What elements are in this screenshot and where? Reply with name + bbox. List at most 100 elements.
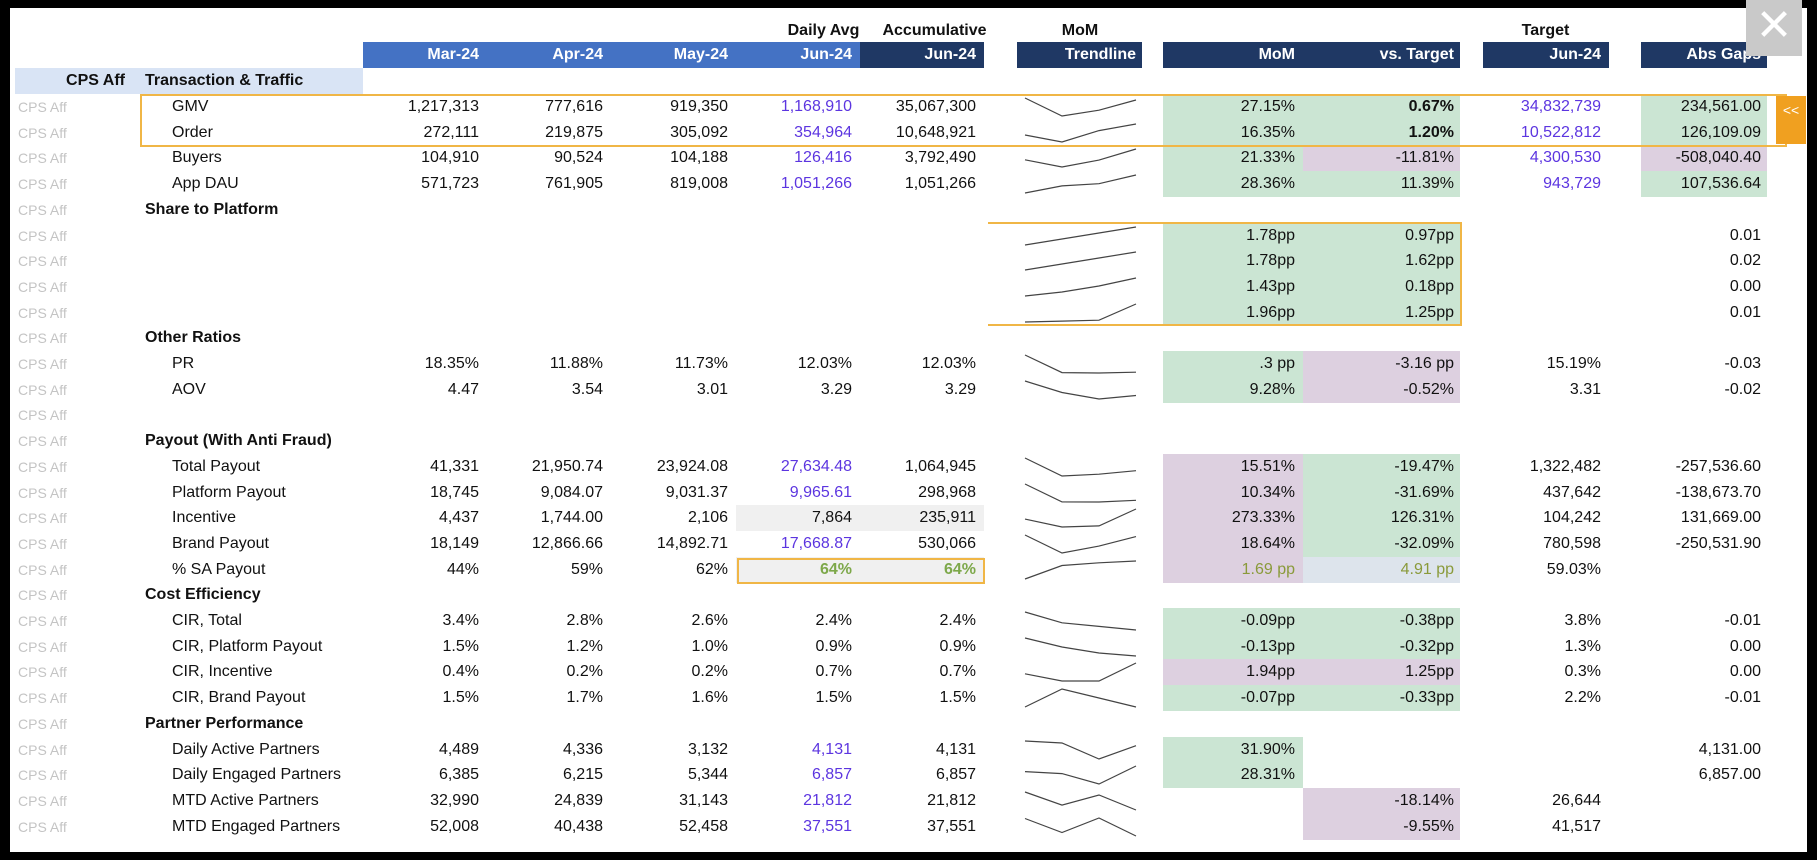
cell-order-mom[interactable]: 16.35% [1163, 120, 1303, 146]
cell-mep-col1[interactable]: 40,438 [554, 818, 603, 835]
cell-incentive-mom[interactable]: 273.33% [1163, 505, 1303, 531]
cell-incentive-col2[interactable]: 2,106 [687, 509, 728, 526]
cell-gmv-col4[interactable]: 35,067,300 [895, 98, 976, 115]
cell-brand_payout-col4[interactable]: 530,066 [918, 535, 976, 552]
cell-cir_total-col4[interactable]: 2.4% [939, 612, 976, 629]
cell-mep-col4[interactable]: 37,551 [927, 818, 976, 835]
cell-cir_incentive-col0[interactable]: 0.4% [442, 663, 479, 680]
cell-sa_payout-col0[interactable]: 44% [446, 561, 479, 578]
cell-cir_brand-target[interactable]: 2.2% [1564, 689, 1601, 706]
cell-s3-abs-gap[interactable]: 0.00 [1729, 278, 1761, 295]
cell-cir_brand-col1[interactable]: 1.7% [566, 689, 603, 706]
cell-order-col4[interactable]: 10,648,921 [895, 124, 976, 141]
cell-s3-vs-target[interactable]: 0.18pp [1303, 274, 1460, 300]
cell-pr-mom[interactable]: .3 pp [1163, 351, 1303, 377]
cell-pr-col4[interactable]: 12.03% [921, 355, 976, 372]
cell-mep-col2[interactable]: 52,458 [679, 818, 728, 835]
cell-map-target[interactable]: 26,644 [1552, 792, 1601, 809]
cell-s4-mom[interactable]: 1.96pp [1163, 300, 1303, 326]
cell-gmv-target[interactable]: 34,832,739 [1520, 98, 1601, 115]
cell-buyers-vs-target[interactable]: -11.81% [1303, 145, 1460, 171]
cell-sa_payout-col4[interactable]: 64% [860, 557, 984, 583]
cell-sa_payout-col2[interactable]: 62% [695, 561, 728, 578]
cell-cir_incentive-abs-gap[interactable]: 0.00 [1729, 663, 1761, 680]
cell-total_payout-col1[interactable]: 21,950.74 [531, 458, 603, 475]
cell-cir_brand-col0[interactable]: 1.5% [442, 689, 479, 706]
cell-dap-col1[interactable]: 4,336 [562, 741, 603, 758]
cell-incentive-col3[interactable]: 7,864 [736, 505, 860, 531]
cell-cir_brand-col4[interactable]: 1.5% [939, 689, 976, 706]
cell-platform_payout-mom[interactable]: 10.34% [1163, 480, 1303, 506]
cell-total_payout-target[interactable]: 1,322,482 [1529, 458, 1601, 475]
cell-total_payout-abs-gap[interactable]: -257,536.60 [1675, 458, 1761, 475]
cell-aov-target[interactable]: 3.31 [1569, 381, 1601, 398]
cell-total_payout-vs-target[interactable]: -19.47% [1303, 454, 1460, 480]
cell-cir_platform-col1[interactable]: 1.2% [566, 638, 603, 655]
cell-s2-vs-target[interactable]: 1.62pp [1303, 248, 1460, 274]
cell-cir_total-col2[interactable]: 2.6% [691, 612, 728, 629]
expand-marker[interactable]: << [1776, 96, 1806, 144]
cell-incentive-col4[interactable]: 235,911 [860, 505, 984, 531]
cell-dau-col3[interactable]: 1,051,266 [780, 175, 852, 192]
cell-aov-col4[interactable]: 3.29 [944, 381, 976, 398]
header-trendline[interactable]: Trendline [1017, 42, 1142, 68]
cell-incentive-target[interactable]: 104,242 [1543, 509, 1601, 526]
cell-map-vs-target[interactable]: -18.14% [1303, 788, 1460, 814]
cell-cir_brand-mom[interactable]: -0.07pp [1163, 685, 1303, 711]
cell-dep-mom[interactable]: 28.31% [1163, 762, 1303, 788]
cell-dep-col2[interactable]: 5,344 [687, 766, 728, 783]
cell-sa_payout-col3[interactable]: 64% [736, 557, 860, 583]
cell-pr-vs-target[interactable]: -3.16 pp [1303, 351, 1460, 377]
header-vs-target[interactable]: vs. Target [1303, 42, 1460, 68]
cell-dep-col3[interactable]: 6,857 [811, 766, 852, 783]
cell-s1-vs-target[interactable]: 0.97pp [1303, 223, 1460, 249]
cell-gmv-mom[interactable]: 27.15% [1163, 94, 1303, 120]
cell-cir_platform-col4[interactable]: 0.9% [939, 638, 976, 655]
cell-order-col0[interactable]: 272,111 [423, 124, 479, 141]
cell-aov-col2[interactable]: 3.01 [696, 381, 728, 398]
cell-pr-target[interactable]: 15.19% [1546, 355, 1601, 372]
cell-sa_payout-col1[interactable]: 59% [570, 561, 603, 578]
cell-pr-col1[interactable]: 11.88% [549, 355, 603, 372]
cell-platform_payout-col4[interactable]: 298,968 [918, 484, 976, 501]
cell-map-col3[interactable]: 21,812 [803, 792, 852, 809]
cell-buyers-col3[interactable]: 126,416 [794, 149, 852, 166]
cell-dep-col1[interactable]: 6,215 [562, 766, 603, 783]
cell-brand_payout-vs-target[interactable]: -32.09% [1303, 531, 1460, 557]
cell-cir_total-vs-target[interactable]: -0.38pp [1303, 608, 1460, 634]
close-button[interactable]: ✕ [1746, 0, 1802, 56]
header-mom[interactable]: MoM [1163, 42, 1303, 68]
cell-total_payout-col3[interactable]: 27,634.48 [780, 458, 852, 475]
cell-s3-mom[interactable]: 1.43pp [1163, 274, 1303, 300]
cell-dau-target[interactable]: 943,729 [1543, 175, 1601, 192]
cell-aov-abs-gap[interactable]: -0.02 [1724, 381, 1761, 398]
cell-cir_platform-col3[interactable]: 0.9% [815, 638, 852, 655]
cell-platform_payout-col1[interactable]: 9,084.07 [540, 484, 603, 501]
cell-s2-mom[interactable]: 1.78pp [1163, 248, 1303, 274]
cell-total_payout-col4[interactable]: 1,064,945 [904, 458, 976, 475]
cell-buyers-col1[interactable]: 90,524 [554, 149, 603, 166]
header-month-4[interactable]: Jun-24 [736, 42, 860, 68]
cell-dep-col0[interactable]: 6,385 [438, 766, 479, 783]
cell-incentive-col1[interactable]: 1,744.00 [540, 509, 603, 526]
cell-cir_incentive-col1[interactable]: 0.2% [566, 663, 603, 680]
cell-cir_incentive-mom[interactable]: 1.94pp [1163, 659, 1303, 685]
cell-dau-abs-gap[interactable]: 107,536.64 [1641, 171, 1767, 197]
cell-aov-col0[interactable]: 4.47 [447, 381, 479, 398]
cell-aov-col1[interactable]: 3.54 [571, 381, 603, 398]
header-target-month[interactable]: Jun-24 [1483, 42, 1609, 68]
cell-gmv-abs-gap[interactable]: 234,561.00 [1641, 94, 1767, 120]
cell-buyers-mom[interactable]: 21.33% [1163, 145, 1303, 171]
cell-map-col2[interactable]: 31,143 [679, 792, 728, 809]
cell-platform_payout-col3[interactable]: 9,965.61 [789, 484, 852, 501]
cell-mep-target[interactable]: 41,517 [1552, 818, 1601, 835]
cell-pr-col3[interactable]: 12.03% [797, 355, 852, 372]
cell-sa_payout-target[interactable]: 59.03% [1546, 561, 1601, 578]
cell-cir_platform-abs-gap[interactable]: 0.00 [1729, 638, 1761, 655]
cell-order-target[interactable]: 10,522,812 [1520, 124, 1601, 141]
cell-incentive-abs-gap[interactable]: 131,669.00 [1680, 509, 1761, 526]
cell-buyers-col0[interactable]: 104,910 [421, 149, 479, 166]
cell-cir_platform-vs-target[interactable]: -0.32pp [1303, 634, 1460, 660]
cell-order-col2[interactable]: 305,092 [670, 124, 728, 141]
cell-brand_payout-abs-gap[interactable]: -250,531.90 [1675, 535, 1761, 552]
